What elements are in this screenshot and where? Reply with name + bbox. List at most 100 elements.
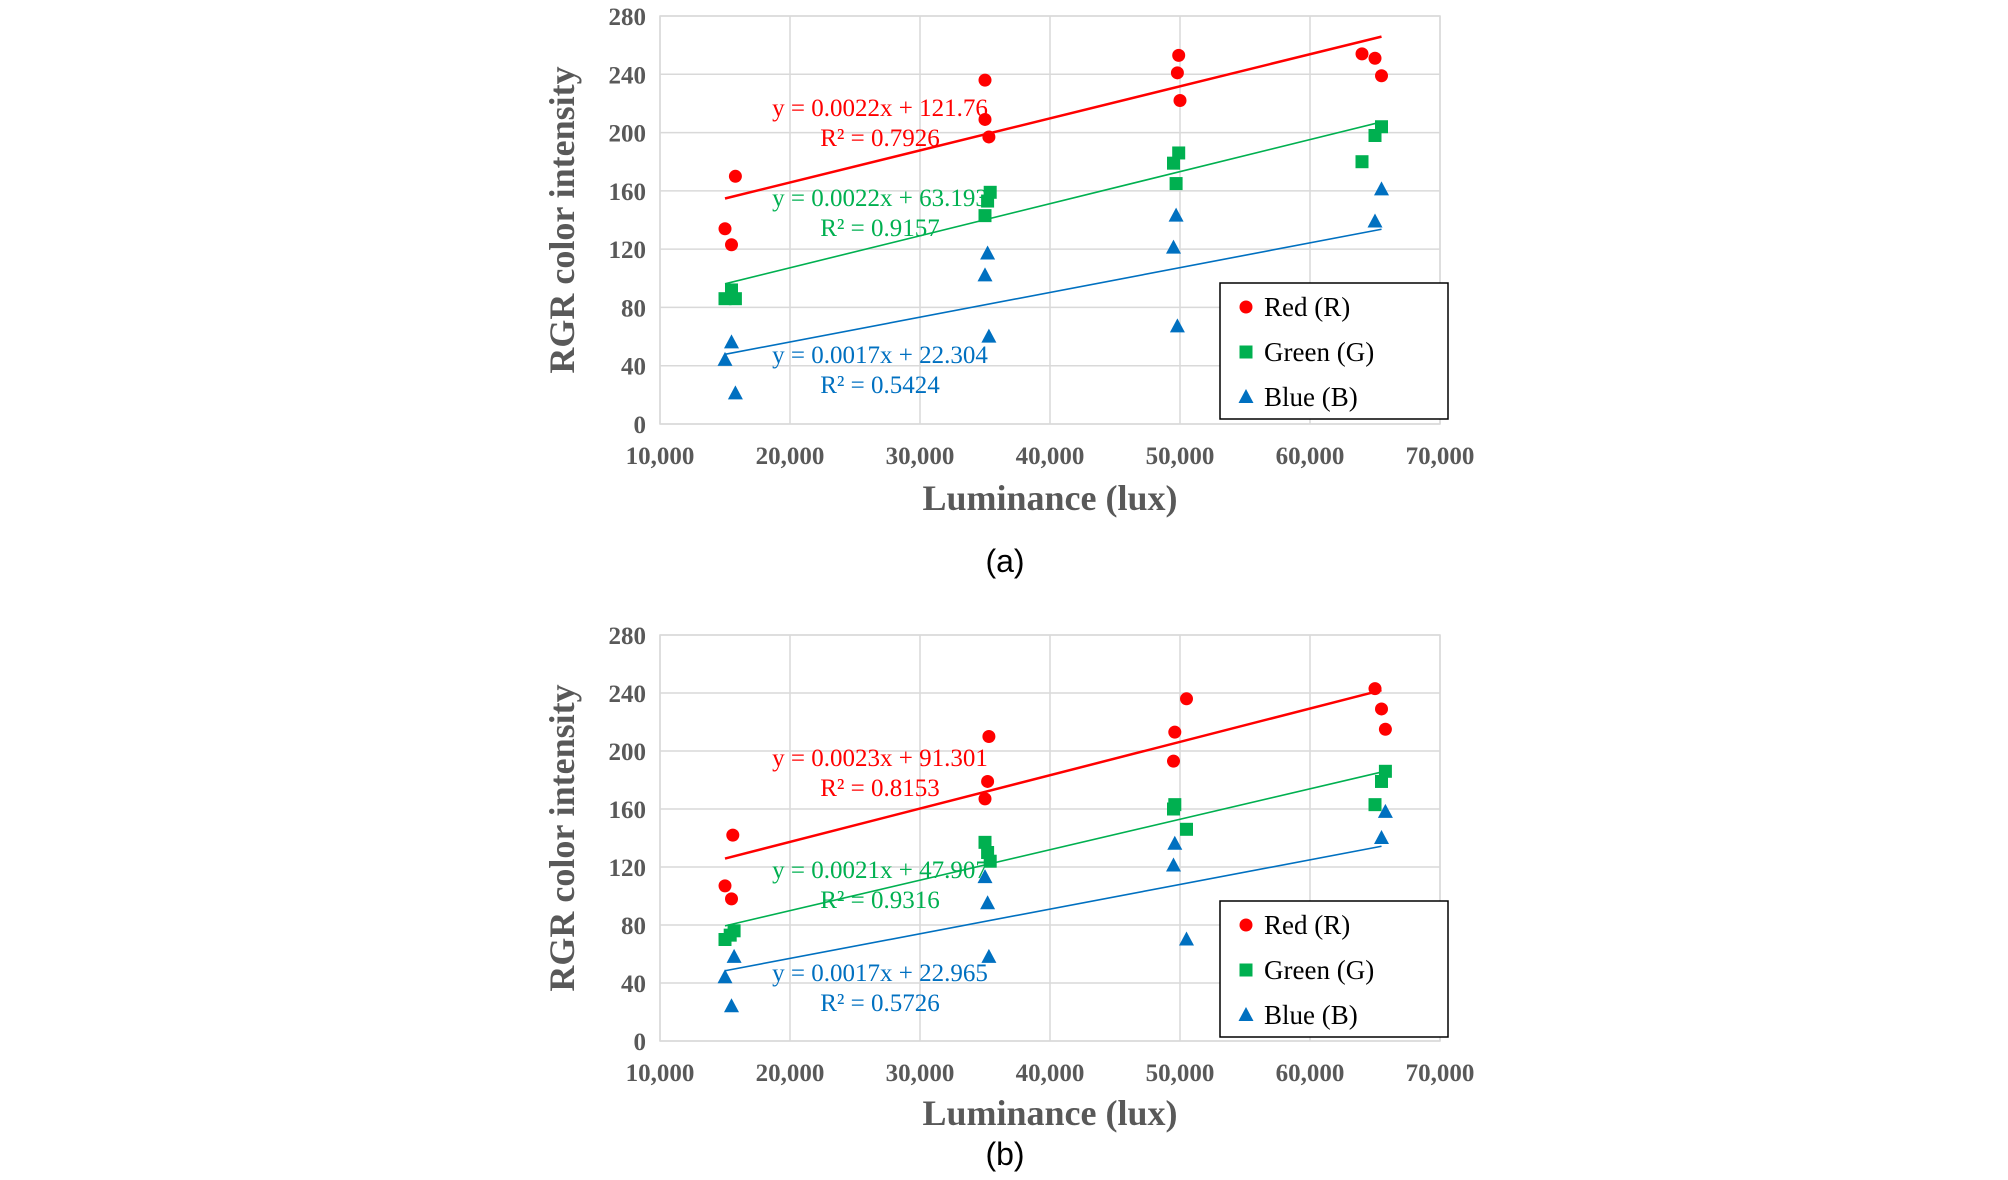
data-point-blue — [977, 869, 993, 884]
x-tick-label: 10,000 — [626, 1060, 695, 1087]
trendline-red — [724, 688, 1382, 860]
data-point-blue — [977, 267, 993, 282]
legend-label-red: Red (R) — [1264, 910, 1350, 940]
trendline-green — [724, 771, 1382, 927]
y-tick-label: 280 — [609, 4, 647, 31]
equation-blue: y = 0.0017x + 22.304 — [772, 342, 988, 369]
data-point-blue — [980, 895, 996, 910]
y-tick-label: 280 — [609, 623, 647, 650]
legend: Red (R) Green (G) Blue (B) — [1219, 282, 1449, 420]
data-point-blue — [717, 969, 733, 984]
data-point-red — [728, 169, 742, 183]
figure-caption: (a) — [985, 543, 1024, 579]
legend-label-red: Red (R) — [1264, 292, 1350, 322]
y-tick-label: 200 — [609, 121, 647, 148]
data-point-blue — [1374, 830, 1389, 844]
data-point-green — [978, 835, 992, 849]
y-axis-title: RGR color intensity — [542, 66, 582, 373]
data-point-green — [1368, 798, 1382, 812]
figure-caption: (b) — [985, 1136, 1024, 1172]
data-point-blue — [1166, 239, 1181, 254]
data-point-green — [978, 209, 992, 223]
equation-green: y = 0.0022x + 63.193 — [772, 185, 988, 212]
data-point-blue — [981, 328, 997, 343]
x-tick-label: 20,000 — [756, 1060, 825, 1087]
data-point-red — [1173, 94, 1187, 108]
scatter-chart-a: 0 40 80 120 160 200 240 280 10,000 20,000 30,000 40… — [542, 4, 1474, 579]
y-tick-label: 120 — [609, 855, 647, 882]
data-point-green — [728, 292, 742, 306]
x-tick-label: 60,000 — [1276, 1060, 1345, 1087]
legend-label-blue: Blue (B) — [1264, 382, 1358, 412]
x-tick-label: 20,000 — [756, 443, 825, 470]
data-point-red — [1168, 725, 1182, 739]
x-tick-label: 40,000 — [1016, 443, 1085, 470]
data-point-green — [1180, 822, 1193, 836]
trendline-blue — [724, 845, 1382, 972]
data-point-green — [983, 185, 997, 199]
y-tick-label: 240 — [609, 62, 647, 89]
r-squared-red: R² = 0.7926 — [820, 125, 940, 152]
data-point-red — [1180, 692, 1193, 706]
data-point-red — [1355, 47, 1369, 61]
legend-box — [1219, 900, 1449, 1038]
y-tick-label: 0 — [634, 412, 647, 439]
y-tick-label: 160 — [609, 797, 647, 824]
r-squared-red: R² = 0.8153 — [820, 775, 940, 802]
data-point-red — [978, 792, 992, 806]
data-point-green — [1168, 798, 1182, 812]
x-tick-label: 30,000 — [886, 1060, 955, 1087]
x-tick-label: 10,000 — [626, 443, 695, 470]
equation-red: y = 0.0022x + 121.76 — [772, 95, 988, 122]
data-point-blue — [1367, 213, 1383, 228]
y-tick-label: 80 — [621, 913, 646, 940]
x-tick-label: 50,000 — [1146, 1060, 1215, 1087]
data-point-red — [718, 879, 732, 893]
y-tick-label: 40 — [621, 354, 646, 381]
data-point-red — [725, 892, 738, 906]
data-point-blue — [1374, 181, 1389, 196]
r-squared-blue: R² = 0.5726 — [820, 990, 940, 1017]
x-tick-label: 70,000 — [1406, 1060, 1475, 1087]
data-point-blue — [727, 385, 743, 400]
data-point-blue — [1168, 207, 1184, 222]
data-point-blue — [981, 948, 997, 963]
x-tick-label: 30,000 — [886, 443, 955, 470]
y-tick-label: 200 — [609, 739, 647, 766]
x-tick-label: 40,000 — [1016, 1060, 1085, 1087]
data-point-blue — [717, 351, 733, 366]
data-point-blue — [1377, 803, 1393, 818]
data-point-blue — [1179, 931, 1194, 946]
data-point-green — [1169, 177, 1183, 191]
legend-marker-blue — [1238, 1007, 1254, 1021]
data-point-red — [718, 222, 732, 236]
y-tick-label: 80 — [621, 295, 646, 322]
legend-box — [1219, 282, 1449, 420]
x-axis-title: Luminance (lux) — [922, 478, 1177, 518]
data-point-blue — [1169, 318, 1185, 333]
chart-panel-b: 0 40 80 120 160 200 240 280 10,000 20,000 30,000 40… — [0, 610, 2008, 1180]
data-point-red — [1368, 51, 1382, 65]
data-point-red — [1167, 754, 1180, 768]
data-point-green — [727, 924, 741, 938]
legend: Red (R) Green (G) Blue (B) — [1219, 900, 1449, 1038]
data-point-red — [1172, 48, 1186, 62]
data-point-green — [983, 854, 997, 868]
data-point-blue — [980, 245, 996, 260]
data-point-green — [1375, 774, 1388, 788]
y-tick-label: 160 — [609, 179, 647, 206]
data-point-green — [1167, 156, 1180, 170]
data-point-green — [1172, 146, 1186, 160]
data-point-blue — [1166, 857, 1181, 872]
data-point-red — [1170, 66, 1184, 80]
chart-panel-a: 0 40 80 120 160 200 240 280 10,000 20,000 30,000 40… — [542, 4, 1474, 579]
legend-marker-red — [1239, 918, 1253, 932]
data-point-red — [1375, 702, 1388, 716]
scatter-chart-b: 0 40 80 120 160 200 240 280 10,000 20,000 30,000 40… — [542, 623, 1475, 1172]
y-tick-label: 0 — [634, 1029, 647, 1056]
equation-red: y = 0.0023x + 91.301 — [772, 745, 988, 772]
legend-marker-green — [1239, 345, 1253, 359]
data-point-green — [1375, 120, 1388, 134]
y-tick-label: 40 — [621, 971, 646, 998]
data-point-red — [978, 73, 992, 87]
